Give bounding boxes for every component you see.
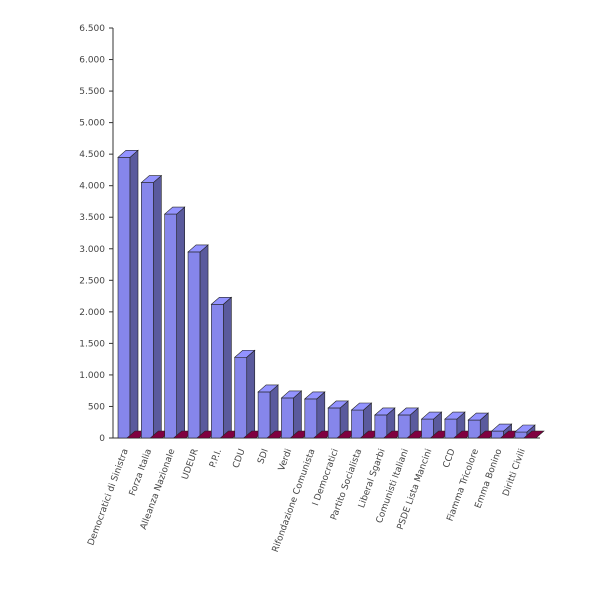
bar-face (304, 391, 326, 400)
y-tick-label: 4.500 (79, 150, 105, 160)
y-tick-label: 1.000 (79, 371, 105, 381)
bar-face (187, 251, 201, 439)
bar-face (141, 182, 154, 439)
y-tick-label: 2.000 (79, 308, 105, 318)
x-tick-label: UDEUR (181, 448, 201, 482)
bar-face (257, 384, 279, 393)
bar-face (421, 418, 434, 439)
bar (280, 390, 303, 439)
bar-face (374, 414, 388, 439)
bar (304, 391, 326, 439)
x-tick-label: Democratici di Sinistra (86, 448, 130, 547)
bar-face (350, 402, 373, 411)
bar-face (467, 419, 481, 439)
bar-face (351, 409, 364, 439)
bar-face (327, 407, 341, 439)
bar-face (397, 414, 411, 439)
y-tick-label: 4.000 (79, 182, 105, 192)
bar-face (187, 244, 209, 253)
bar-face (199, 244, 209, 439)
bar (327, 400, 349, 439)
y-tick-label: 1.500 (79, 339, 105, 349)
y-tick-label: 3.000 (79, 245, 105, 255)
bar-face (153, 174, 162, 439)
bar (117, 149, 139, 439)
bar-face (117, 150, 139, 158)
y-tick-label: 6.500 (79, 24, 105, 34)
y-tick-label: 0 (99, 434, 105, 444)
bar-face (164, 213, 177, 439)
bar-face (397, 407, 419, 416)
bar-face (211, 303, 224, 439)
x-tick-label: CCD (442, 448, 458, 470)
y-tick-label: 3.500 (79, 213, 105, 223)
bar (257, 384, 279, 439)
bar (187, 244, 209, 439)
bar-face (327, 400, 349, 409)
y-tick-label: 2.500 (79, 276, 105, 286)
x-tick-label: Forza Italia (128, 448, 154, 498)
y-tick-label: 6.000 (79, 56, 105, 66)
x-tick-label: SDI (256, 448, 271, 466)
bar-face (257, 391, 271, 439)
bar-face (490, 423, 513, 432)
bar-face (269, 384, 279, 439)
bar-face (117, 157, 131, 439)
bar-face (304, 398, 318, 439)
y-tick-label: 500 (88, 402, 105, 412)
bar-face (233, 349, 256, 358)
bar-face (140, 175, 163, 183)
bar (163, 206, 186, 439)
bar (523, 430, 545, 439)
bar (210, 296, 233, 439)
bar-face (223, 296, 232, 439)
bar-face (374, 407, 396, 416)
bar-face (467, 412, 490, 421)
x-tick-label: P.P.I. (208, 448, 224, 470)
x-tick-label: CDU (231, 448, 247, 470)
bar-face (523, 430, 545, 439)
bar-face (163, 206, 186, 215)
bar-face (176, 206, 185, 439)
y-tick-label: 5.000 (79, 119, 105, 129)
bar (374, 407, 396, 439)
bar-face (210, 296, 233, 305)
bar-face (246, 349, 256, 439)
bar (444, 411, 466, 439)
bar (140, 174, 163, 439)
x-tick-label: Diritti Civili (501, 448, 527, 498)
bar-face (129, 149, 139, 439)
x-tick-label: Rifondazione Comunista (271, 448, 318, 554)
bar-face (234, 356, 248, 439)
x-tick-label: Verdi (277, 448, 294, 473)
bar (233, 349, 256, 439)
bar-face (280, 390, 303, 399)
y-tick-label: 5.500 (79, 87, 105, 97)
bar-face (444, 418, 458, 439)
bar-face (514, 424, 536, 433)
bar-face (420, 411, 443, 420)
bar-face (444, 411, 466, 420)
bar-face (281, 397, 294, 439)
